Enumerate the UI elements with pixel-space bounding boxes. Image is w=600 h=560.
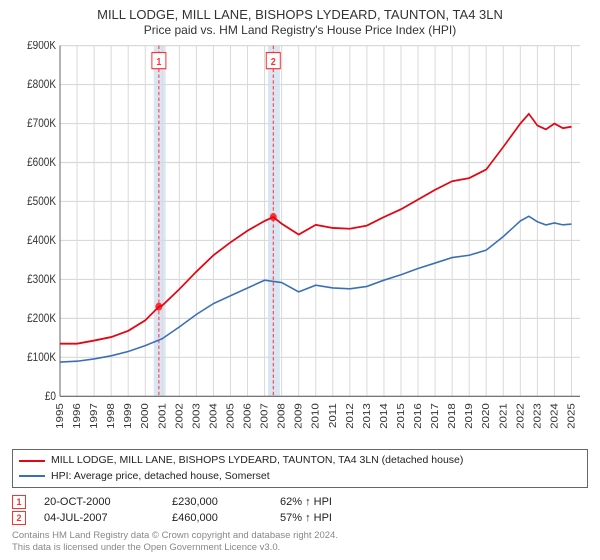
sales-table: 1 20-OCT-2000 £230,000 62% ↑ HPI 2 04-JUL-200… — [12, 494, 588, 526]
sale-marker-icon: 1 — [12, 495, 26, 509]
x-tick-label: 2007 — [259, 404, 270, 430]
sale-row: 1 20-OCT-2000 £230,000 62% ↑ HPI — [12, 494, 588, 510]
x-tick-label: 2024 — [549, 404, 560, 430]
x-tick-label: 2014 — [379, 404, 390, 430]
legend-row: MILL LODGE, MILL LANE, BISHOPS LYDEARD, … — [19, 453, 581, 469]
sale-marker-number: 2 — [271, 57, 277, 69]
sale-marker-icon: 2 — [12, 511, 26, 525]
x-tick-label: 1997 — [89, 404, 100, 430]
y-tick-label: £800K — [27, 79, 57, 92]
y-tick-label: £300K — [27, 274, 57, 287]
sale-row: 2 04-JUL-2007 £460,000 57% ↑ HPI — [12, 510, 588, 526]
y-tick-label: £100K — [27, 351, 57, 364]
x-tick-label: 2022 — [515, 404, 526, 430]
y-tick-label: £500K — [27, 196, 57, 209]
y-tick-label: £900K — [27, 41, 57, 52]
y-tick-label: £600K — [27, 157, 57, 170]
line-chart: £0 £100K £200K £300K £400K £500K £600K £700K £80… — [12, 41, 588, 442]
legend: MILL LODGE, MILL LANE, BISHOPS LYDEARD, … — [12, 449, 588, 489]
chart-title: MILL LODGE, MILL LANE, BISHOPS LYDEARD, … — [12, 8, 588, 22]
sale-marker-number: 1 — [156, 57, 162, 69]
legend-swatch — [19, 475, 45, 477]
sale-date: 04-JUL-2007 — [44, 512, 154, 524]
x-tick-label: 2005 — [225, 404, 236, 430]
x-tick-label: 2002 — [174, 404, 185, 430]
x-tick-label: 2018 — [447, 404, 458, 430]
x-tick-label: 2019 — [464, 404, 475, 430]
chart-subtitle: Price paid vs. HM Land Registry's House … — [12, 23, 588, 37]
x-tick-label: 2023 — [532, 404, 543, 430]
x-tick-label: 2016 — [413, 404, 424, 430]
sale-pct: 62% ↑ HPI — [280, 496, 588, 508]
legend-label: HPI: Average price, detached house, Some… — [51, 469, 270, 485]
x-tick-label: 2009 — [293, 404, 304, 430]
legend-swatch — [19, 460, 45, 462]
x-tick-label: 2006 — [242, 404, 253, 430]
x-tick-label: 1996 — [72, 404, 83, 430]
chart-area: £0 £100K £200K £300K £400K £500K £600K £700K £80… — [12, 41, 588, 442]
footnote-line: Contains HM Land Registry data © Crown c… — [12, 530, 588, 542]
x-tick-label: 2001 — [157, 404, 168, 430]
footnote: Contains HM Land Registry data © Crown c… — [12, 530, 588, 554]
x-tick-label: 1999 — [123, 404, 134, 430]
x-tick-label: 2012 — [344, 404, 355, 430]
x-tick-label: 2011 — [327, 404, 338, 429]
y-tick-label: £200K — [27, 313, 57, 326]
shaded-band — [154, 46, 166, 397]
x-tick-label: 2020 — [481, 404, 492, 430]
sale-price: £460,000 — [172, 512, 262, 524]
legend-label: MILL LODGE, MILL LANE, BISHOPS LYDEARD, … — [51, 453, 463, 469]
x-tick-label: 2015 — [396, 404, 407, 430]
x-tick-label: 2025 — [566, 404, 577, 430]
x-tick-label: 1998 — [106, 404, 117, 430]
footnote-line: This data is licensed under the Open Gov… — [12, 542, 588, 554]
x-tick-label: 2017 — [430, 404, 441, 430]
sale-pct: 57% ↑ HPI — [280, 512, 588, 524]
legend-row: HPI: Average price, detached house, Some… — [19, 469, 581, 485]
y-tick-label: £700K — [27, 118, 57, 131]
y-tick-label: £0 — [45, 390, 56, 403]
x-tick-label: 2000 — [140, 404, 151, 430]
x-tick-label: 1995 — [55, 404, 66, 430]
x-tick-label: 2003 — [191, 404, 202, 430]
sale-date: 20-OCT-2000 — [44, 496, 154, 508]
y-tick-label: £400K — [27, 235, 57, 248]
x-tick-label: 2010 — [310, 404, 321, 430]
x-tick-label: 2013 — [362, 404, 373, 430]
x-tick-label: 2021 — [498, 404, 509, 430]
x-tick-label: 2008 — [276, 404, 287, 430]
sale-price: £230,000 — [172, 496, 262, 508]
x-tick-label: 2004 — [208, 404, 219, 430]
